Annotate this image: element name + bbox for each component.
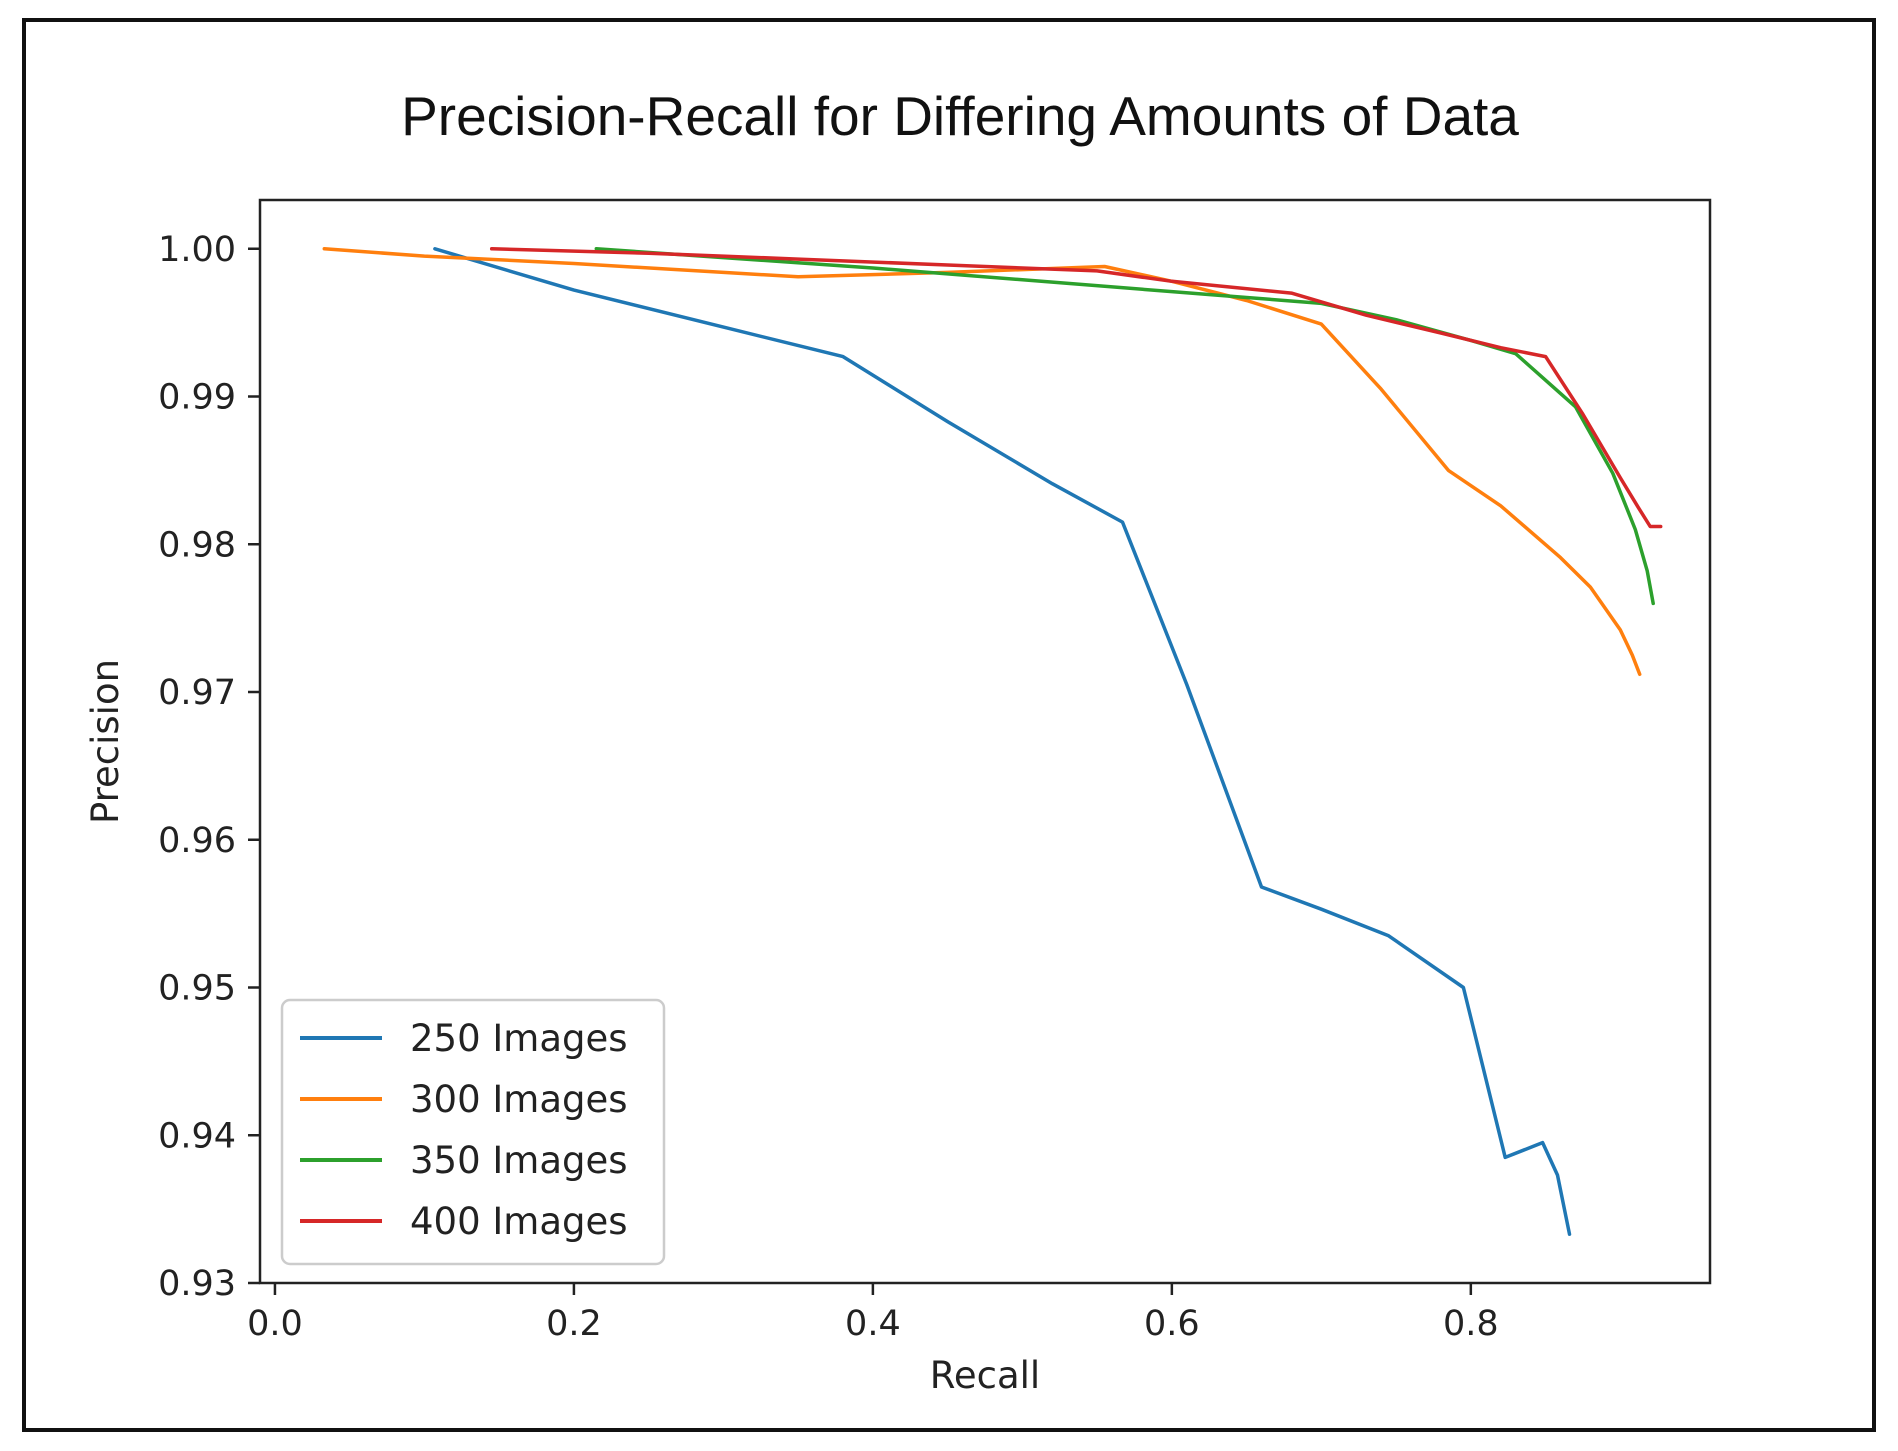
x-tick-label: 0.8	[1443, 1304, 1499, 1344]
y-axis: 0.93 0.94 0.95 0.96 0.97 0.98 0.99 1.00	[158, 230, 260, 1304]
y-tick-label: 1.00	[158, 230, 236, 270]
legend-label-400-images: 400 Images	[410, 1200, 628, 1243]
x-tick-label: 0.4	[845, 1304, 901, 1344]
legend-label-350-images: 350 Images	[410, 1139, 628, 1182]
y-axis-label: Precision	[84, 659, 127, 824]
legend: 250 Images 300 Images 350 Images 400 Images	[280, 998, 666, 1266]
chart-title: Precision-Recall for Differing Amounts o…	[401, 85, 1519, 147]
legend-label-300-images: 300 Images	[410, 1078, 628, 1121]
y-tick-label: 0.95	[158, 969, 236, 1009]
y-tick-label: 0.93	[158, 1264, 236, 1304]
y-tick-label: 0.94	[158, 1116, 236, 1156]
y-tick-label: 0.98	[158, 525, 236, 565]
x-axis: 0.0 0.2 0.4 0.6 0.8	[247, 1283, 1499, 1344]
series-line-250-images	[433, 247, 1572, 1236]
legend-label-250-images: 250 Images	[410, 1017, 628, 1060]
series-lines	[322, 247, 1663, 1236]
series-line-400-images	[489, 247, 1663, 529]
series-line-300-images	[322, 247, 1642, 677]
x-tick-label: 0.6	[1144, 1304, 1200, 1344]
x-tick-label: 0.0	[247, 1304, 303, 1344]
y-tick-label: 0.99	[158, 378, 236, 418]
series-line-350-images	[594, 247, 1655, 606]
legend-box	[280, 998, 666, 1266]
x-axis-label: Recall	[930, 1354, 1040, 1397]
x-tick-label: 0.2	[546, 1304, 602, 1344]
y-tick-label: 0.97	[158, 673, 236, 713]
y-tick-label: 0.96	[158, 821, 236, 861]
